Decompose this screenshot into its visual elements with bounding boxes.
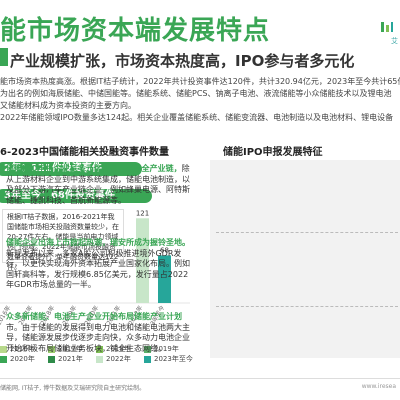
- source-note: 储能网, IT桔子, 博牛数据及艾瑞研究院自主研究绘制。: [0, 385, 146, 392]
- legend-item: 2021年: [48, 354, 83, 364]
- intro-paragraph-3: 又储能材料成为资本投资的主要方向。: [0, 101, 136, 110]
- legend-label: 2019年: [154, 345, 179, 353]
- legend-item: 2022年: [96, 354, 131, 364]
- legend-label: 2022年: [106, 355, 131, 363]
- ipo-feature-3: 众多新储能、电池生产企业开始布局储能产业计划市。由于储能的发展得到电力电池和储能…: [6, 312, 192, 354]
- legend-swatch: [96, 355, 103, 363]
- subtitle-accent-bar: [0, 48, 8, 66]
- legend-label: 2020年: [10, 355, 35, 363]
- footer-divider: [0, 378, 400, 379]
- investment-section-title: 6-2023中国储能相关投融资事件数量: [0, 147, 169, 158]
- brand-logo-icon: [381, 22, 393, 32]
- intro-paragraph-4: 2022年储能领域IPO数量多达124起。相关企业覆盖储能系统、储能变流器、电池…: [0, 113, 394, 122]
- page-subtitle: 产业规模扩张，市场资本热度高，IPO参与者多元化: [10, 52, 355, 70]
- legend-item: 2023年至今: [144, 354, 193, 364]
- legend-swatch: [0, 345, 7, 353]
- chart-data-label: 68: [160, 246, 169, 254]
- legend-swatch: [96, 345, 103, 353]
- ipo-divider-1: [216, 232, 398, 233]
- investment-bar-chart: 2016年 2017年 2018年 2019年 2020年 2021年1212022年68…: [0, 209, 190, 325]
- legend-label: 2017年: [58, 345, 83, 353]
- legend-swatch: [144, 345, 151, 353]
- ipo-section-title: 储能IPO申报发展特征: [223, 147, 323, 158]
- chart-bar: [136, 218, 149, 303]
- legend-swatch: [48, 355, 55, 363]
- legend-swatch: [48, 345, 55, 353]
- legend-label: 2021年: [58, 355, 83, 363]
- chart-data-label: 121: [136, 209, 149, 217]
- intro-paragraph-2: 为出名的例如海辰储能、中储国能等。储能系统、储能PCS、钠离子电池、液流储能等小…: [0, 89, 392, 98]
- legend-label: 2023年至今: [154, 355, 193, 363]
- ipo-feature-1-highlight: 储能IPO申报企业呈多元化格局，覆盖全产业链，: [6, 164, 182, 173]
- footer-url: www.iresea: [361, 383, 396, 390]
- legend-swatch: [144, 355, 151, 363]
- legend-item: 2017年: [48, 344, 83, 354]
- legend-item: 2016年: [0, 344, 35, 354]
- legend-label: 2018年: [106, 345, 131, 353]
- brand-logo-sub: 艾: [391, 37, 398, 45]
- legend-item: 2020年: [0, 354, 35, 364]
- stat-pill-2023: 3年至今：68件投资事件: [0, 189, 152, 203]
- chart-bar: [158, 255, 171, 303]
- chart-note-box: 根据IT桔子数据，2016-2021年我国储能市场相关投融资数量较少，在20-2…: [2, 209, 124, 271]
- ipo-feature-1: 储能IPO申报企业呈多元化格局，覆盖全产业链，除从上游材料企业到中游系统集成，储…: [6, 164, 192, 206]
- ipo-divider-2: [216, 306, 398, 307]
- ipo-feature-3-highlight: 众多新储能、电池生产企业开始布局储能产业计划: [6, 312, 182, 321]
- ipo-feature-2-text: 新规发布以来，多家A股公司积极推进境外GDR发行，以更快实现海外资本拓展产业国家…: [6, 248, 190, 290]
- page-title: 能市场资本端发展特点: [0, 16, 271, 46]
- legend-label: 2016年: [10, 345, 35, 353]
- legend-swatch: [0, 355, 7, 363]
- ipo-feature-3-text: 市。由于储能的发展得到电力电池和储能电池两大主导，储能源发展步伐逐步走向快，众多…: [6, 322, 190, 353]
- ipo-feature-2-highlight: 储能企业出海上市掀起热潮，瑞安所成为握铃圣地。: [6, 238, 190, 247]
- legend-item: 2019年: [144, 344, 179, 354]
- intro-paragraph-1: 能市场资本热度高涨。根据IT桔子统计，2022年共计投资事件达120件，共计32…: [0, 77, 400, 86]
- ipo-feature-2: 储能企业出海上市掀起热潮，瑞安所成为握铃圣地。新规发布以来，多家A股公司积极推进…: [6, 238, 192, 291]
- ipo-panel: [210, 160, 400, 358]
- stat-pill-2022: 2年：121件投资事件: [0, 162, 142, 176]
- legend-item: 2018年: [96, 344, 131, 354]
- ipo-feature-1-text: 除从上游材料企业到中游系统集成，储能电池制造，以及部分下游汽车产业链企业，例如蜂…: [6, 164, 190, 205]
